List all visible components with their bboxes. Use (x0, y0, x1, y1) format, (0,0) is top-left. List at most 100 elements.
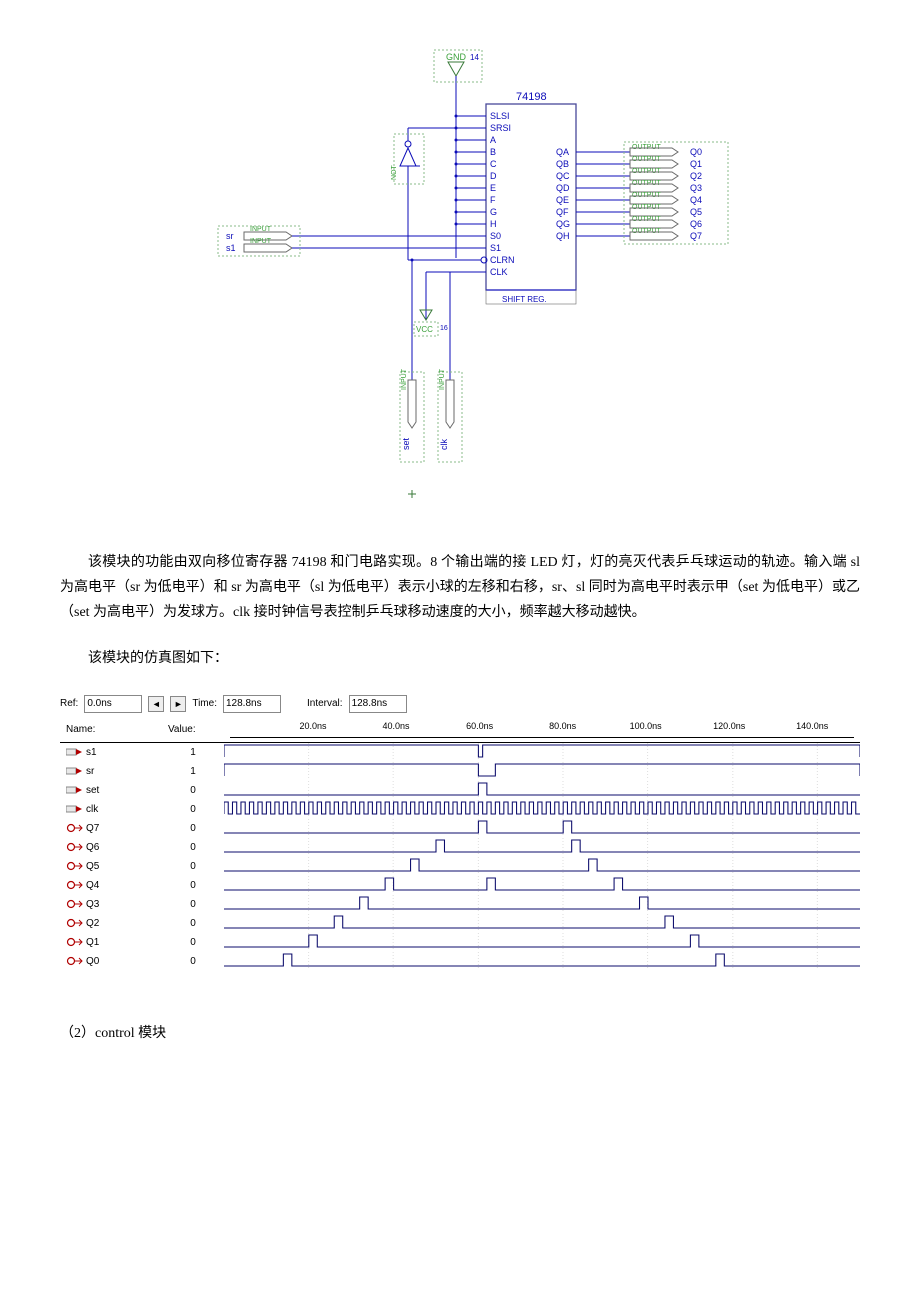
svg-text:s1: s1 (226, 243, 236, 253)
signal-row: set0 (60, 781, 860, 800)
svg-text:CLRN: CLRN (490, 255, 515, 265)
paragraph-1: 该模块的功能由双向移位寄存器 74198 和门电路实现。8 个输出端的接 LED… (60, 550, 860, 626)
gnd-pin: 14 (470, 53, 479, 62)
signal-value: 0 (162, 857, 224, 876)
output-tags: OUTPUTQ0 OUTPUTQ1 OUTPUTQ2 OUTPUTQ3 OUTP… (576, 144, 702, 241)
time-axis: 20.0ns 40.0ns 60.0ns 80.0ns 100.0ns 120.0ns 14… (230, 721, 854, 738)
signal-wave (224, 914, 860, 933)
output-icon (66, 899, 84, 909)
signal-value: 0 (162, 895, 224, 914)
output-icon (66, 937, 84, 947)
svg-text:C: C (490, 159, 497, 169)
time-tick: 60.0ns (466, 721, 493, 731)
waveform-toolbar: Ref: ◄► Time: Interval: (60, 691, 860, 717)
signal-name: Q7 (60, 819, 162, 838)
signal-row: Q20 (60, 914, 860, 933)
svg-text:Q1: Q1 (690, 159, 702, 169)
signal-wave (224, 742, 860, 762)
signal-wave (224, 952, 860, 971)
inputs-bottom: INPUT set INPUT clk (400, 259, 486, 499)
time-tick: 100.0ns (630, 721, 662, 731)
output-icon (66, 861, 84, 871)
svg-text:Q0: Q0 (690, 147, 702, 157)
time-tick: 20.0ns (299, 721, 326, 731)
not-gate: NOT (391, 128, 481, 260)
gnd-symbol: GND 14 (434, 50, 482, 112)
svg-text:16: 16 (440, 325, 448, 332)
svg-text:sr: sr (226, 231, 234, 241)
svg-text:QH: QH (556, 231, 570, 241)
svg-text:Q3: Q3 (690, 183, 702, 193)
svg-text:A: A (490, 135, 496, 145)
ref-label: Ref: (60, 698, 78, 709)
signal-row: Q50 (60, 857, 860, 876)
signal-name: clk (60, 800, 162, 819)
signal-row: Q10 (60, 933, 860, 952)
time-tick: 120.0ns (713, 721, 745, 731)
signal-value: 0 (162, 952, 224, 971)
svg-text:E: E (490, 183, 496, 193)
output-icon (66, 823, 84, 833)
time-input[interactable] (223, 695, 281, 713)
time-tick: 80.0ns (549, 721, 576, 731)
signal-wave (224, 800, 860, 819)
signal-wave (224, 895, 860, 914)
signal-name: Q5 (60, 857, 162, 876)
time-tick: 40.0ns (382, 721, 409, 731)
paragraph-2: 该模块的仿真图如下： (60, 646, 860, 671)
signal-row: s11 (60, 742, 860, 762)
svg-text:F: F (490, 195, 496, 205)
ref-input[interactable] (84, 695, 142, 713)
col-header-time: 20.0ns 40.0ns 60.0ns 80.0ns 100.0ns 120.0ns 14… (224, 717, 860, 743)
signal-row: Q30 (60, 895, 860, 914)
time-right-button[interactable]: ► (170, 696, 186, 712)
chip-right-pins: QA QB QC QD QE QF QG QH (556, 147, 570, 241)
signal-row: Q00 (60, 952, 860, 971)
signal-row: clk0 (60, 800, 860, 819)
svg-text:Q6: Q6 (690, 219, 702, 229)
svg-text:QG: QG (556, 219, 570, 229)
svg-text:B: B (490, 147, 496, 157)
time-tick: 140.0ns (796, 721, 828, 731)
signal-name: sr (60, 762, 162, 781)
svg-text:Q7: Q7 (690, 231, 702, 241)
signal-wave (224, 781, 860, 800)
signal-row: Q70 (60, 819, 860, 838)
chip-left-pins: SLSI SRSI A B C D E F G H S0 S1 CLRN CLK (456, 111, 515, 277)
signal-row: Q60 (60, 838, 860, 857)
time-label: Time: (192, 698, 217, 709)
col-header-name: Name: (60, 717, 162, 743)
svg-text:QB: QB (556, 159, 569, 169)
col-header-value: Value: (162, 717, 224, 743)
gnd-label: GND (446, 52, 467, 62)
output-icon (66, 956, 84, 966)
signal-wave (224, 876, 860, 895)
inputs-left: sr INPUT s1 INPUT (218, 226, 486, 256)
svg-text:S1: S1 (490, 243, 501, 253)
input-icon (66, 766, 84, 776)
output-icon (66, 880, 84, 890)
schematic-diagram: GND 14 74198 SHIFT REG. SLSI SRSI A (60, 40, 860, 520)
svg-text:clk: clk (439, 439, 449, 450)
svg-text:SLSI: SLSI (490, 111, 510, 121)
signal-wave (224, 838, 860, 857)
svg-text:QE: QE (556, 195, 569, 205)
signal-name: Q6 (60, 838, 162, 857)
signal-value: 0 (162, 914, 224, 933)
time-left-button[interactable]: ◄ (148, 696, 164, 712)
svg-text:Q5: Q5 (690, 207, 702, 217)
outputs: OUTPUTQ0 OUTPUTQ1 OUTPUTQ2 OUTPUTQ3 OUTP… (576, 142, 728, 244)
interval-input[interactable] (349, 695, 407, 713)
signal-name: Q2 (60, 914, 162, 933)
signal-wave (224, 933, 860, 952)
svg-text:Q2: Q2 (690, 171, 702, 181)
signal-value: 1 (162, 762, 224, 781)
svg-text:INPUT: INPUT (250, 238, 272, 245)
svg-text:SRSI: SRSI (490, 123, 511, 133)
signal-row: sr1 (60, 762, 860, 781)
signal-wave (224, 762, 860, 781)
input-icon (66, 804, 84, 814)
svg-text:QC: QC (556, 171, 570, 181)
chip-label: 74198 (516, 91, 547, 103)
signal-value: 0 (162, 838, 224, 857)
